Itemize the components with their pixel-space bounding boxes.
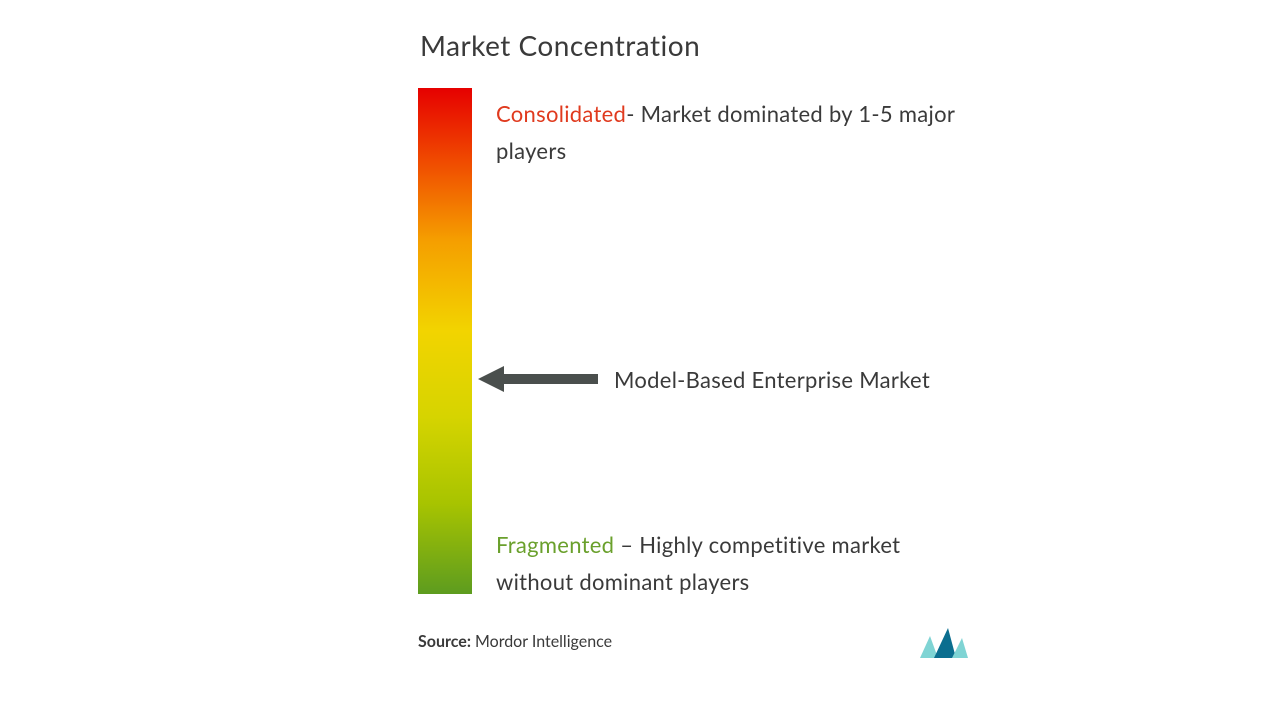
fragmented-label: Fragmented – Highly competitive market w… [496, 526, 976, 601]
market-marker: Model-Based Enterprise Market [478, 364, 930, 394]
source-name: Mordor Intelligence [471, 632, 612, 651]
consolidated-label: Consolidated- Market dominated by 1-5 ma… [496, 95, 976, 170]
source-attribution: Source: Mordor Intelligence [418, 632, 612, 651]
consolidated-highlight: Consolidated [496, 100, 626, 127]
concentration-gradient-bar [418, 88, 472, 594]
page-title: Market Concentration [420, 28, 700, 62]
fragmented-highlight: Fragmented [496, 531, 614, 558]
mordor-logo-icon [920, 628, 968, 658]
market-marker-label: Model-Based Enterprise Market [614, 366, 930, 393]
arrow-left-icon [478, 364, 598, 394]
source-prefix: Source: [418, 632, 471, 651]
